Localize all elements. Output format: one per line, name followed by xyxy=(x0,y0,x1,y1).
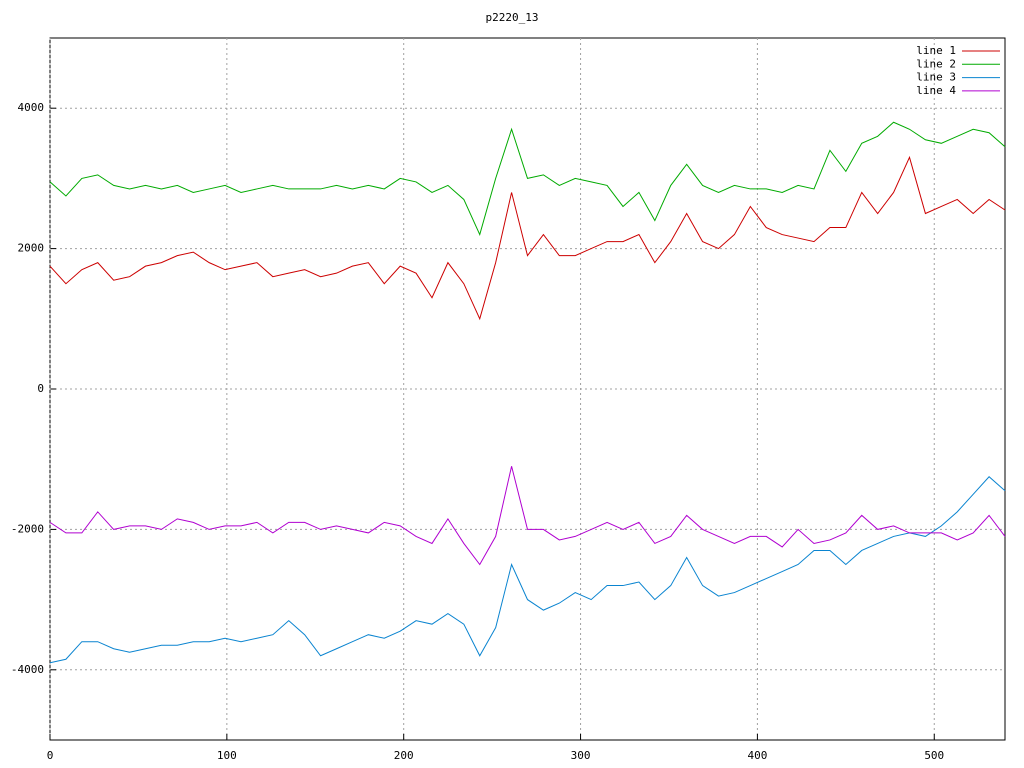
legend-label: line 1 xyxy=(916,44,956,57)
y-tick-label: 0 xyxy=(37,382,44,395)
legend-label: line 2 xyxy=(916,57,956,70)
y-tick-label: 2000 xyxy=(18,242,45,255)
legend-label: line 3 xyxy=(916,71,956,84)
x-tick-label: 200 xyxy=(394,749,414,762)
legend-label: line 4 xyxy=(916,84,956,97)
x-tick-label: 400 xyxy=(747,749,767,762)
y-tick-label: -2000 xyxy=(11,522,44,535)
x-tick-label: 100 xyxy=(217,749,237,762)
data-line xyxy=(49,466,1006,566)
x-tick-label: 500 xyxy=(924,749,944,762)
data-line xyxy=(49,155,1006,321)
data-line xyxy=(49,121,1006,237)
y-tick-label: 4000 xyxy=(18,101,45,114)
y-tick-label: -4000 xyxy=(11,663,44,676)
data-line xyxy=(49,476,1006,664)
x-tick-label: 300 xyxy=(571,749,591,762)
x-tick-label: 0 xyxy=(47,749,54,762)
chart-title: p2220_13 xyxy=(486,11,539,24)
